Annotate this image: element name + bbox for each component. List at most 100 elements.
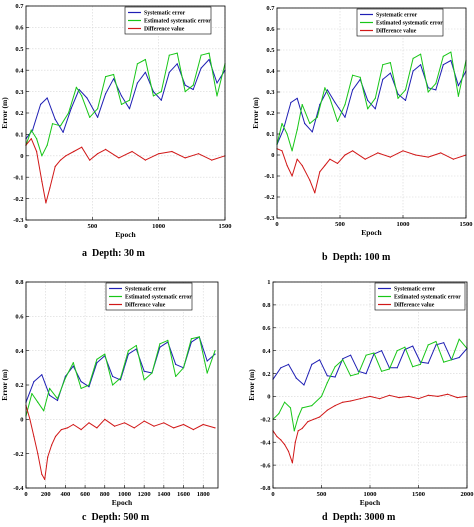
data-point [200,67,202,69]
y-tick-label: 0.1 [15,132,23,139]
data-point [294,441,296,443]
data-point [160,99,162,101]
x-tick-label: 1000 [118,491,131,498]
y-tick-label: 0.7 [266,5,275,12]
data-point [104,418,106,420]
series-line-1 [276,51,467,152]
data-point [324,164,326,167]
y-tick-label: -0.1 [13,174,23,181]
y-tick-label: 0.2 [15,382,23,389]
data-point [295,377,297,379]
data-point [143,420,145,422]
series-line-1 [25,52,226,157]
data-point [184,91,186,93]
data-point [412,345,414,347]
data-point [105,76,107,78]
data-point [72,362,74,364]
data-point [374,97,376,99]
y-tick-label: -0.4 [260,439,271,446]
data-point [120,103,123,105]
data-point [86,97,88,99]
data-point [43,410,45,412]
y-tick-label: 0 [271,152,274,159]
y-tick-label: 0.8 [15,279,24,286]
data-point [105,148,107,150]
legend-entry: Difference value [125,303,166,309]
data-point [114,425,116,427]
legend-entry: Systematic error [125,287,167,293]
data-point [153,425,155,427]
data-point [334,376,336,378]
data-point [344,154,346,156]
data-point [65,155,67,157]
data-point [397,93,399,95]
data-point [208,58,210,61]
data-point [309,122,311,125]
data-point [163,422,165,424]
data-point [359,398,361,400]
data-point [200,54,202,56]
data-point [319,171,321,173]
data-point [133,427,135,429]
data-point [417,398,420,400]
data-point [329,97,331,99]
data-point [435,83,437,85]
data-point [450,59,452,62]
data-point [192,88,194,91]
data-point [457,95,459,97]
data-point [404,346,406,348]
data-point [64,377,66,379]
data-point [291,462,293,464]
data-point [96,358,98,360]
caption-b: b Depth: 100 m [322,252,390,263]
data-point [284,443,286,446]
x-tick-label: 1600 [177,491,190,498]
caption-text-d: Depth: 3000 m [332,512,396,523]
data-point [336,162,339,164]
data-point [41,180,43,183]
data-point [105,93,107,95]
data-point [127,353,129,355]
y-tick-label: 0.2 [266,110,274,117]
data-point [382,78,384,80]
x-tick-label: 800 [100,491,110,498]
data-point [160,91,162,93]
legend-entry: Difference value [394,303,435,309]
x-tick-label: 400 [61,491,71,498]
data-point [290,101,292,104]
data-point [72,423,74,426]
data-point [281,122,283,125]
data-point [131,150,133,153]
x-tick-label: 1500 [412,491,425,498]
chart-a: 0 500 1000 1500 -0.3 -0.2 -0.1 0 0.1 0.2 0.3 0.4 0.5… [0,3,232,239]
data-point [402,150,404,152]
y-tick-label: 0.5 [15,46,24,53]
data-point [36,138,38,140]
data-point [313,418,315,420]
data-point [287,450,290,452]
data-point [73,150,75,153]
data-point [113,73,115,76]
data-point [118,157,120,159]
data-point [119,377,122,379]
data-point [198,336,200,338]
data-point [190,341,192,343]
y-tick-label: 0.7 [15,3,24,10]
y-tick-label: -0.4 [13,485,24,492]
data-point [176,52,178,54]
data-point [49,387,51,389]
data-point [359,76,361,78]
data-point [159,346,161,348]
data-point [128,108,131,110]
data-point [51,123,54,125]
data-point [67,112,70,114]
data-point [388,394,390,396]
data-point [37,401,39,403]
data-point [46,144,48,146]
data-point [47,456,49,458]
data-point [96,362,98,364]
legend-entry: Estimated systematic error [144,19,211,25]
data-point [435,340,437,343]
data-point [350,400,352,402]
y-tick-label: 0.2 [15,110,23,117]
